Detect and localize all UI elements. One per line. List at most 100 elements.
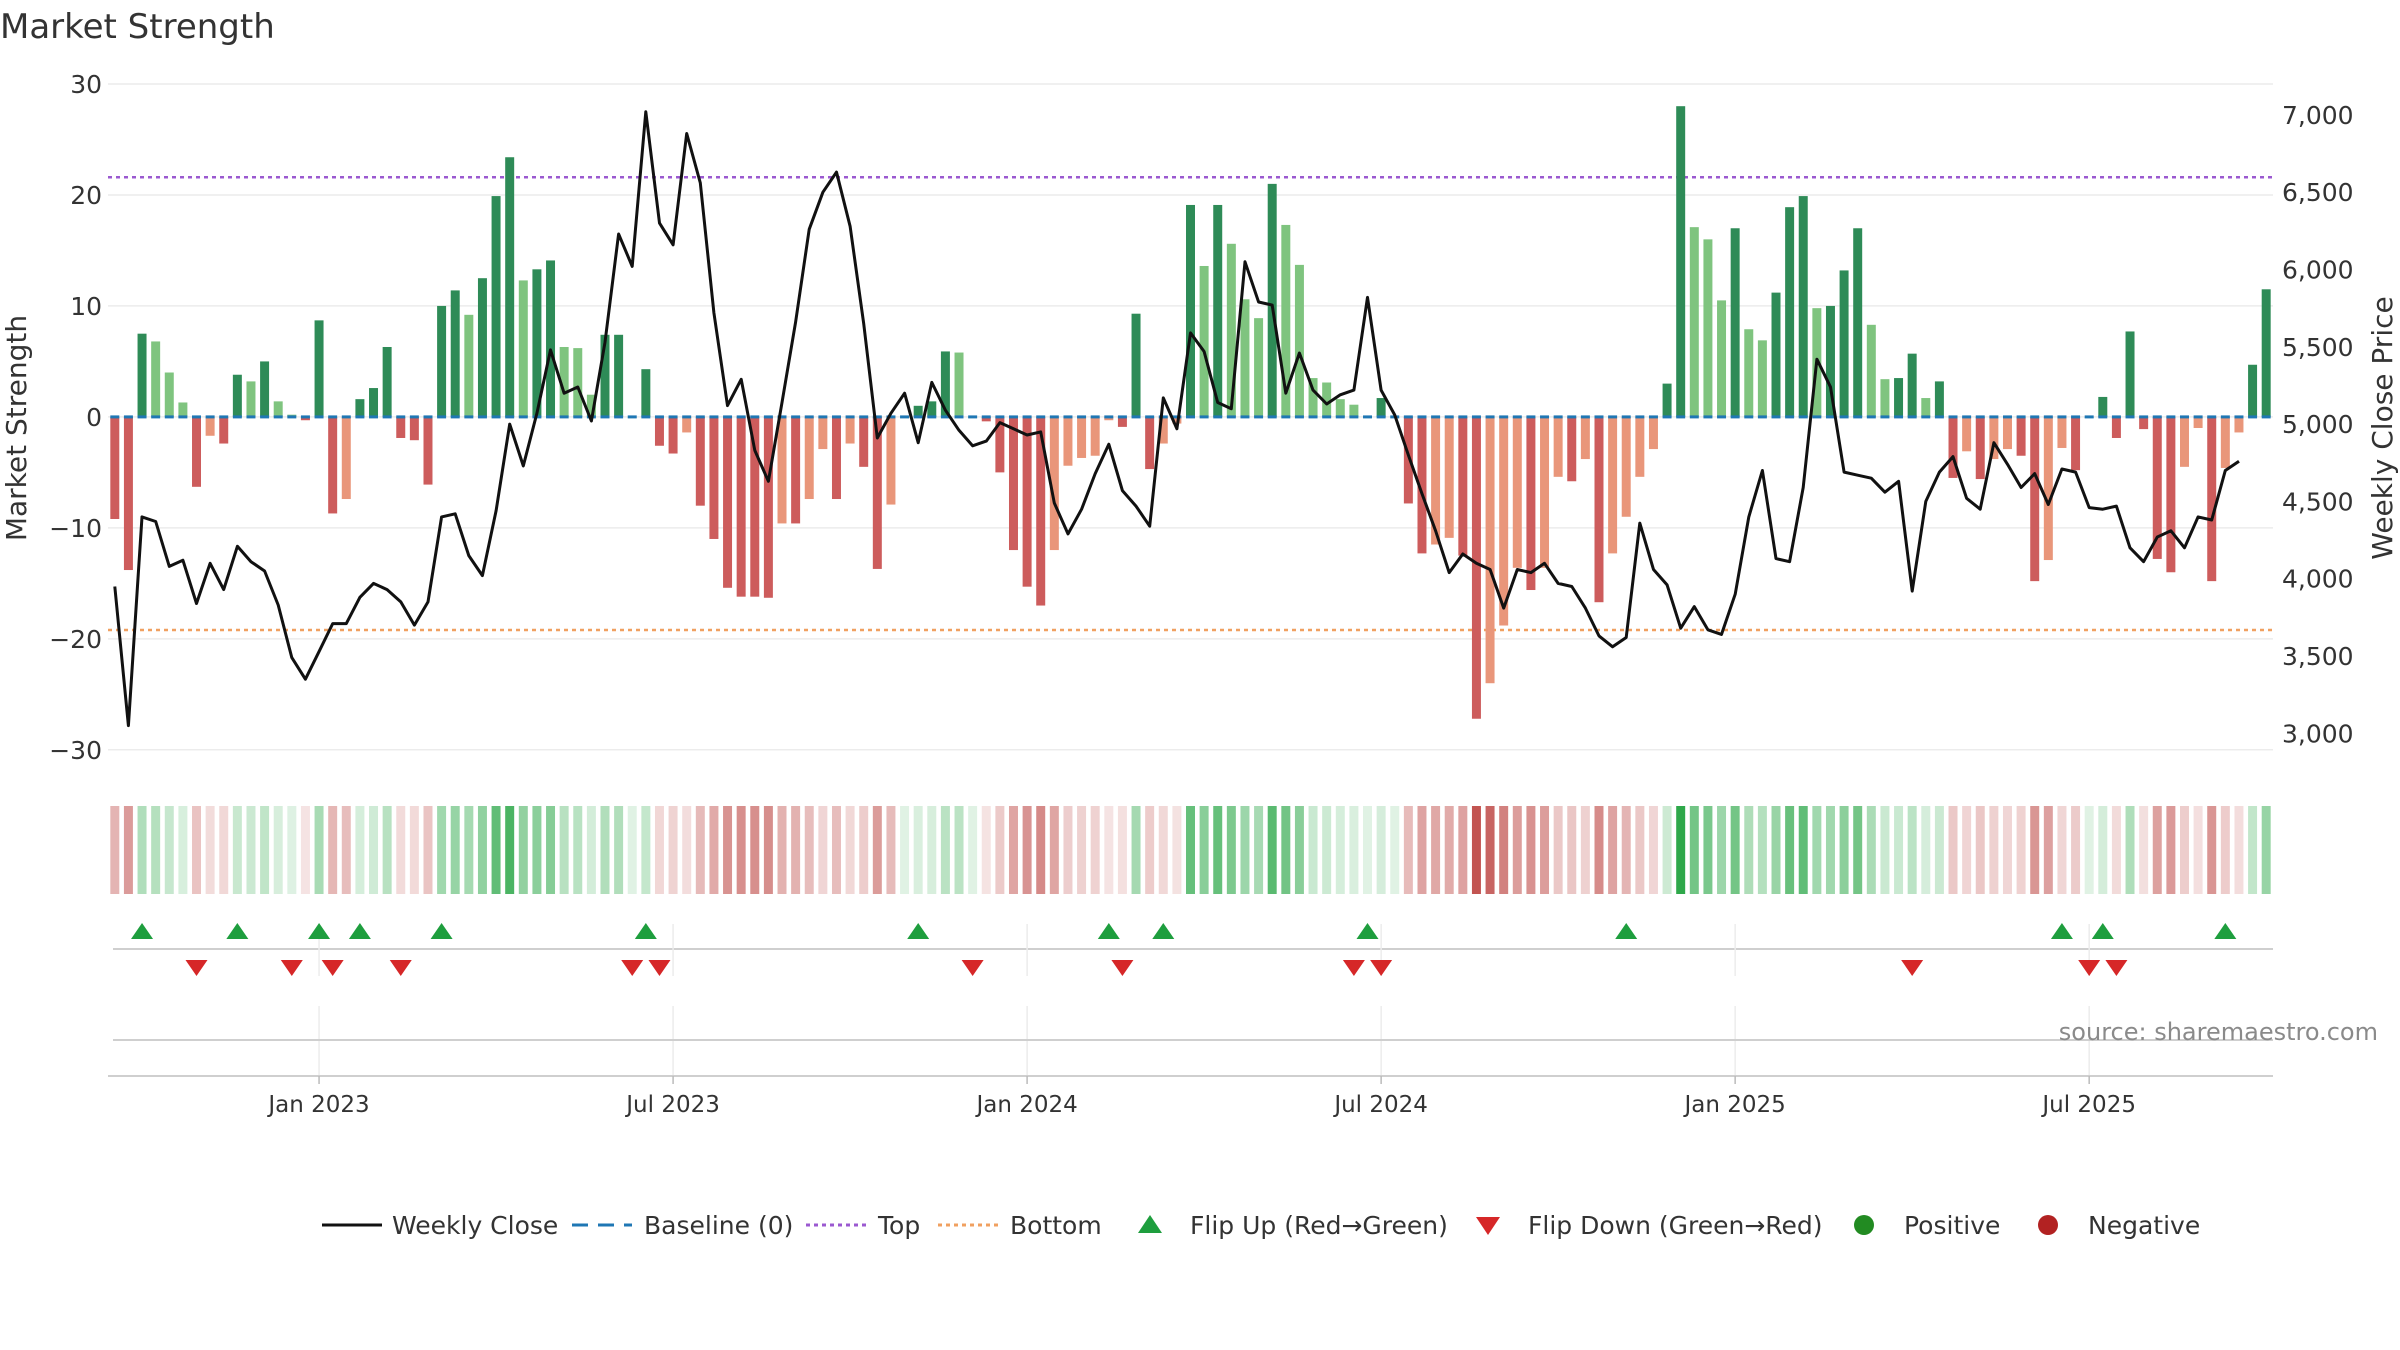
strength-bar	[2030, 416, 2040, 582]
strength-bar	[1145, 416, 1155, 470]
strength-bar	[1036, 416, 1046, 606]
flip-down-marker	[2105, 960, 2128, 976]
strength-bar	[940, 351, 950, 417]
strength-bar	[2071, 416, 2081, 471]
heat-cell	[791, 806, 801, 894]
heat-cell	[900, 806, 910, 894]
strength-bar	[314, 320, 324, 417]
heat-cell	[1499, 806, 1509, 894]
strength-bar	[2261, 289, 2271, 417]
strength-bar	[668, 416, 678, 454]
strength-bar	[2139, 416, 2149, 430]
threshold-layer	[108, 175, 2273, 632]
heat-cell	[2193, 806, 2203, 894]
heat-cell	[1676, 806, 1686, 894]
flip-down-marker	[321, 960, 344, 976]
strength-bar	[1989, 416, 1999, 460]
heat-cell	[1403, 806, 1413, 894]
heat-cell	[1077, 806, 1087, 894]
strength-bar	[586, 394, 596, 417]
strength-bar	[219, 416, 229, 444]
strength-bar	[1703, 239, 1713, 417]
heat-cell	[2071, 806, 2081, 894]
strength-bar	[573, 348, 583, 417]
flip-down-marker	[621, 960, 644, 976]
heat-cell	[1608, 806, 1618, 894]
strength-bar	[2057, 416, 2067, 448]
legend-label-baseline: Baseline (0)	[644, 1211, 793, 1240]
flip-up-marker	[907, 923, 930, 939]
y-right-tick-label: 6,500	[2282, 178, 2354, 207]
strength-bar	[791, 416, 801, 524]
heat-cell	[2261, 806, 2271, 894]
flip-down-marker	[1370, 960, 1393, 976]
heat-cell	[2207, 806, 2217, 894]
y-left-tick-label: 0	[86, 403, 102, 432]
heat-cell	[1471, 806, 1481, 894]
y-right-tick-label: 5,000	[2282, 410, 2354, 439]
flip-up-marker	[1615, 923, 1638, 939]
strength-bar	[1349, 404, 1359, 417]
heat-cell	[1049, 806, 1059, 894]
heat-cell	[573, 806, 583, 894]
strength-bar	[1131, 313, 1141, 417]
strength-bar	[328, 416, 338, 514]
strength-bar	[1444, 416, 1454, 538]
heat-cell	[1648, 806, 1658, 894]
flip-down-marker	[1342, 960, 1365, 976]
heat-cell	[709, 806, 719, 894]
strength-bar	[1839, 270, 1849, 417]
heat-cell	[1975, 806, 1985, 894]
strength-bar	[1022, 416, 1032, 587]
flip-down-marker	[1111, 960, 1134, 976]
strength-bar	[1458, 416, 1468, 556]
heat-cell	[1117, 806, 1127, 894]
heat-cell	[164, 806, 174, 894]
heat-cell	[1757, 806, 1767, 894]
heat-cell	[1090, 806, 1100, 894]
strength-bar	[1771, 292, 1781, 417]
heat-cell	[123, 806, 133, 894]
strength-bar	[1798, 196, 1808, 417]
strength-bar	[1880, 379, 1890, 417]
strength-bar	[1621, 416, 1631, 517]
heat-cell	[1308, 806, 1318, 894]
strength-bar	[1689, 227, 1699, 417]
heat-cell	[423, 806, 433, 894]
strength-bar	[777, 416, 787, 524]
heat-cell	[1254, 806, 1264, 894]
strength-bar	[682, 416, 692, 433]
heat-cell	[178, 806, 188, 894]
strength-bar	[477, 278, 487, 417]
strength-bar	[1008, 416, 1018, 551]
heat-cell	[1662, 806, 1672, 894]
strength-bar	[1417, 416, 1427, 554]
legend-label-top: Top	[877, 1211, 920, 1240]
heat-cell	[1839, 806, 1849, 894]
heat-cell	[1812, 806, 1822, 894]
strength-bar	[872, 416, 882, 569]
y-right-tick-label: 3,000	[2282, 719, 2354, 748]
strength-bar	[845, 416, 855, 444]
strength-bar	[246, 381, 256, 417]
heat-cell	[2002, 806, 2012, 894]
heat-cell	[586, 806, 596, 894]
heat-cell	[409, 806, 419, 894]
heat-cell	[1825, 806, 1835, 894]
heat-cell	[1417, 806, 1427, 894]
chart-title: Market Strength	[0, 7, 275, 47]
strength-bar	[2002, 416, 2012, 450]
legend-label-bottom: Bottom	[1010, 1211, 1102, 1240]
strength-bar	[1567, 416, 1577, 482]
heat-cell	[1866, 806, 1876, 894]
heat-cell	[736, 806, 746, 894]
y-right-axis-label: Weekly Close Price	[2366, 296, 2399, 559]
strength-bar	[123, 416, 133, 571]
heat-cell	[1703, 806, 1713, 894]
heat-cell	[1145, 806, 1155, 894]
strength-bar	[437, 305, 447, 417]
strength-bar	[2193, 416, 2203, 428]
heat-cell	[1989, 806, 1999, 894]
strength-bar	[409, 416, 419, 441]
strength-bar	[1512, 416, 1522, 568]
